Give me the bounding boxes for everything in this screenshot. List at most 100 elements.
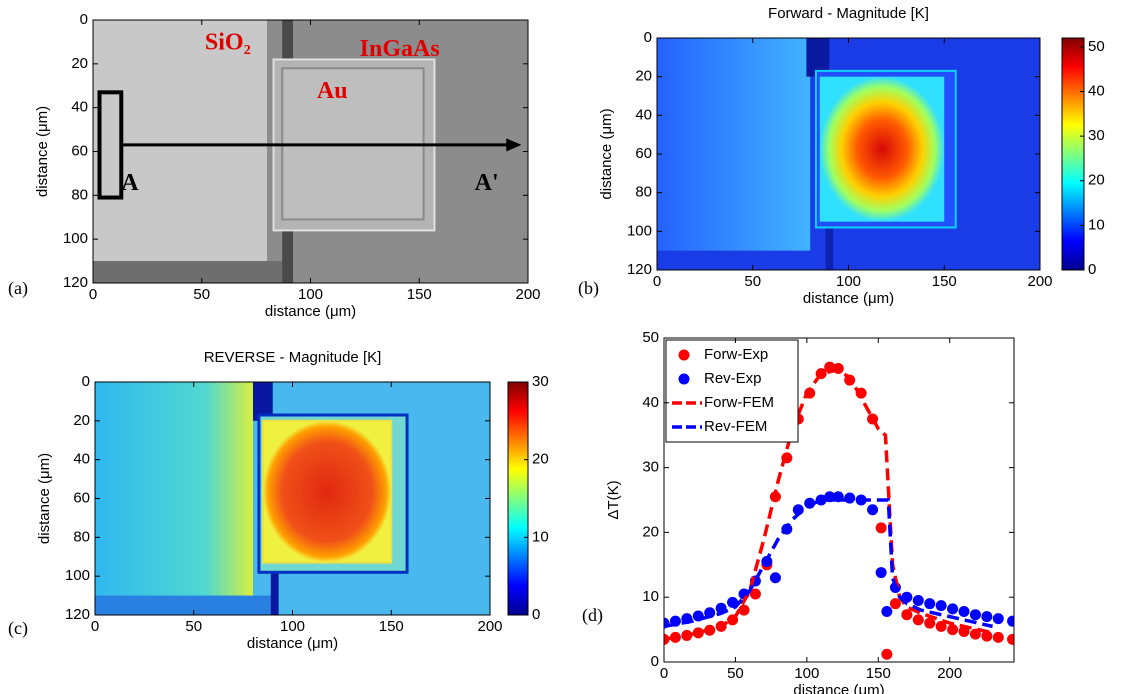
data-point — [969, 609, 981, 621]
data-point — [924, 598, 936, 610]
y-axis-label: distance (μm) — [34, 106, 51, 197]
y-tick-label: 40 — [635, 106, 652, 123]
field — [819, 76, 945, 222]
x-axis-label: distance (μm) — [247, 635, 338, 652]
x-tick-label: 150 — [379, 618, 404, 635]
field — [270, 566, 279, 615]
annotation: Au — [317, 78, 348, 104]
edge — [93, 261, 285, 283]
x-tick-label: 50 — [744, 273, 761, 290]
colorbar-tick-label: 20 — [1088, 172, 1105, 189]
x-tick-label: 50 — [185, 618, 202, 635]
data-point — [992, 613, 1004, 625]
data-point — [924, 617, 936, 629]
data-point — [881, 605, 893, 617]
data-point — [935, 620, 947, 632]
y-tick-label: 0 — [80, 11, 88, 28]
data-point — [901, 609, 913, 621]
y-axis-label: distance (μm) — [598, 108, 615, 199]
data-point — [881, 648, 893, 660]
data-point — [815, 494, 827, 506]
y-tick-label: 80 — [635, 184, 652, 201]
y-tick-label: 80 — [73, 528, 90, 545]
x-tick-label: 150 — [407, 286, 432, 303]
fem-line — [664, 498, 993, 629]
y-tick-label: 60 — [73, 489, 90, 506]
data-point — [875, 567, 887, 579]
data-point — [947, 624, 959, 636]
colorbar-tick-label: 10 — [1088, 216, 1105, 233]
panel-label: (d) — [582, 605, 603, 626]
chart-title: Forward - Magnitude [K] — [768, 5, 929, 22]
x-tick-label: 100 — [298, 286, 323, 303]
field — [657, 38, 811, 251]
colorbar-tick-label: 30 — [1088, 127, 1105, 144]
y-axis-label: distance (μm) — [36, 453, 53, 544]
data-point — [844, 492, 856, 504]
chart-title: REVERSE - Magnitude [K] — [204, 349, 382, 366]
colorbar-tick-label: 30 — [532, 373, 549, 390]
field — [806, 38, 830, 77]
x-axis-label: distance (μm) — [803, 290, 894, 307]
x-tick-label: 100 — [794, 665, 819, 682]
y-tick-label: 0 — [651, 653, 659, 670]
annotation: A' — [475, 170, 499, 196]
x-tick-label: 0 — [653, 273, 661, 290]
annotation: A — [121, 170, 139, 196]
data-point — [749, 588, 761, 600]
data-point — [947, 603, 959, 615]
x-tick-label: 50 — [727, 665, 744, 682]
x-tick-label: 50 — [193, 286, 210, 303]
x-tick-label: 0 — [660, 665, 668, 682]
data-point — [889, 598, 901, 610]
data-point — [1007, 615, 1014, 627]
x-axis-label: distance (μm) — [793, 682, 884, 694]
data-point — [981, 630, 993, 642]
field — [95, 382, 253, 596]
y-tick-label: 20 — [73, 412, 90, 429]
y-tick-label: 60 — [635, 145, 652, 162]
y-tick-label: 40 — [73, 451, 90, 468]
colorbar-tick-label: 10 — [532, 528, 549, 545]
plot-area — [657, 38, 1040, 270]
field — [825, 221, 834, 270]
y-tick-label: 20 — [71, 55, 88, 72]
x-tick-label: 150 — [866, 665, 891, 682]
y-axis-label: ΔT(K) — [605, 480, 622, 519]
y-tick-label: 40 — [71, 99, 88, 116]
y-tick-label: 120 — [627, 261, 652, 278]
legend-label: Forw-FEM — [704, 394, 774, 411]
y-tick-label: 100 — [63, 230, 88, 247]
legend-label: Forw-Exp — [704, 346, 768, 363]
y-tick-label: 10 — [642, 588, 659, 605]
y-tick-label: 120 — [63, 274, 88, 291]
y-tick-label: 120 — [65, 606, 90, 623]
data-point — [875, 522, 887, 534]
data-point — [981, 611, 993, 623]
y-tick-label: 80 — [71, 186, 88, 203]
field — [261, 419, 393, 564]
x-tick-label: 100 — [280, 618, 305, 635]
x-tick-label: 200 — [937, 665, 962, 682]
x-tick-label: 150 — [932, 273, 957, 290]
x-tick-label: 200 — [477, 618, 502, 635]
y-tick-label: 100 — [627, 222, 652, 239]
colorbar-tick-label: 40 — [1088, 83, 1105, 100]
panel-label: (b) — [578, 278, 599, 299]
data-point — [867, 504, 879, 516]
field — [95, 595, 273, 615]
colorbar — [507, 381, 529, 616]
data-point — [969, 628, 981, 640]
data-point — [958, 626, 970, 638]
data-point — [912, 594, 924, 606]
field — [253, 382, 273, 421]
y-tick-label: 60 — [71, 142, 88, 159]
panel-label: (c) — [8, 618, 28, 639]
data-point — [738, 604, 750, 616]
data-point — [992, 631, 1004, 643]
y-tick-label: 50 — [642, 329, 659, 346]
legend-label: Rev-FEM — [704, 418, 767, 435]
y-tick-label: 0 — [644, 29, 652, 46]
arrow-head — [506, 138, 522, 152]
